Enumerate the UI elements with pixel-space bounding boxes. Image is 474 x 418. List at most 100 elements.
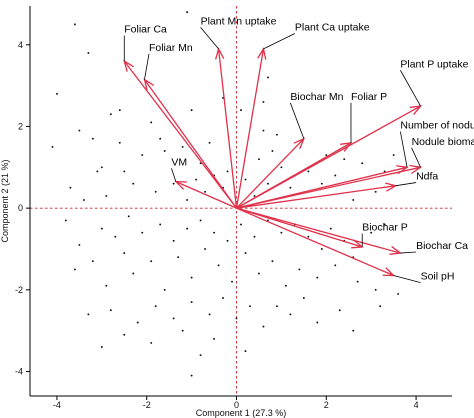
score-point [118, 109, 121, 112]
score-point [316, 321, 319, 324]
vector-label: Number of nodules [400, 120, 474, 132]
score-point [123, 170, 126, 173]
score-point [213, 231, 216, 234]
score-point [141, 154, 144, 157]
score-point [186, 199, 189, 201]
y-axis-title: Component 2 (21 %) [0, 159, 10, 242]
score-point [352, 329, 355, 332]
loading-vector [236, 185, 396, 209]
score-point [82, 199, 85, 201]
y-tick-label: -2 [15, 285, 23, 295]
score-point [392, 154, 395, 157]
loading-vector [236, 207, 363, 248]
score-point [235, 317, 238, 320]
vector-label: Biochar Ca [416, 240, 468, 252]
score-point [172, 239, 175, 242]
score-point [240, 109, 242, 112]
x-tick-label: -4 [53, 400, 61, 410]
score-point [163, 150, 166, 152]
label-leader-line [171, 168, 177, 182]
score-point [244, 252, 247, 255]
score-point [244, 178, 247, 181]
label-leader-line [399, 131, 408, 168]
score-point [266, 76, 269, 79]
score-point [96, 170, 99, 173]
score-point [105, 284, 108, 287]
origin-lines [30, 6, 452, 396]
score-point [213, 337, 216, 340]
score-point [132, 272, 135, 275]
score-point [55, 92, 58, 95]
score-point [118, 141, 121, 144]
score-point [127, 215, 130, 218]
label-leader-line [200, 27, 219, 50]
x-tick-label: 4 [414, 400, 419, 410]
y-tick-label: 4 [18, 40, 23, 50]
label-leader-line [393, 275, 421, 283]
score-point [150, 341, 153, 344]
label-leader-line [400, 70, 421, 107]
score-point [307, 235, 310, 238]
label-leader-line [290, 102, 305, 139]
score-point [105, 194, 108, 197]
score-point [289, 313, 292, 316]
score-point [217, 264, 220, 267]
score-point [383, 223, 386, 226]
score-point [262, 101, 265, 103]
vector-label: Plant Ca uptake [295, 22, 370, 34]
score-point [302, 297, 305, 299]
score-point [361, 162, 364, 165]
vector-label: Soil pH [421, 271, 455, 283]
score-point [172, 182, 175, 185]
score-point [123, 252, 126, 255]
loading-vector [236, 142, 352, 209]
score-point [271, 260, 274, 263]
label-leader-line [411, 147, 421, 168]
score-point [78, 129, 81, 132]
score-point [334, 264, 337, 267]
loading-vector [236, 166, 421, 209]
vector-labels: Foliar Ca Foliar Mn Plant Mn uptake Plant C… [123, 15, 474, 283]
vector-label: Foliar Ca [124, 24, 167, 36]
score-point [154, 305, 157, 308]
score-point [199, 219, 202, 222]
loading-vectors [123, 47, 423, 277]
score-point [379, 305, 382, 308]
y-tick-label: 2 [18, 121, 23, 131]
score-point [266, 182, 269, 185]
score-point [100, 346, 103, 348]
score-point [249, 305, 251, 308]
vector-label: Nodule biomass [412, 136, 474, 148]
score-point [181, 329, 184, 332]
score-point [186, 11, 189, 14]
score-point [208, 313, 211, 316]
loading-vector [175, 181, 237, 209]
score-point [298, 268, 301, 271]
label-leader-line [144, 53, 150, 80]
label-leader-line [395, 182, 417, 187]
vector-label: Plant P uptake [400, 58, 468, 70]
score-point [226, 170, 229, 173]
score-point [154, 190, 157, 193]
score-point [307, 170, 310, 173]
score-point [338, 309, 341, 312]
score-point [199, 354, 202, 357]
score-point [87, 52, 90, 54]
score-point [240, 223, 242, 226]
loading-vector [235, 48, 265, 209]
score-point [352, 199, 355, 201]
score-point [91, 260, 94, 263]
score-point [231, 280, 233, 283]
score-point [141, 231, 144, 234]
vector-label: VM [171, 156, 187, 168]
score-point [132, 182, 135, 185]
score-point [150, 121, 153, 124]
score-point [289, 186, 292, 189]
score-point [64, 219, 67, 222]
axes: -4 -2 0 2 4 -4 -2 0 2 4 [15, 6, 452, 410]
score-point [109, 113, 112, 116]
score-point [78, 243, 81, 246]
loading-vector [236, 138, 305, 209]
score-point [280, 166, 283, 169]
